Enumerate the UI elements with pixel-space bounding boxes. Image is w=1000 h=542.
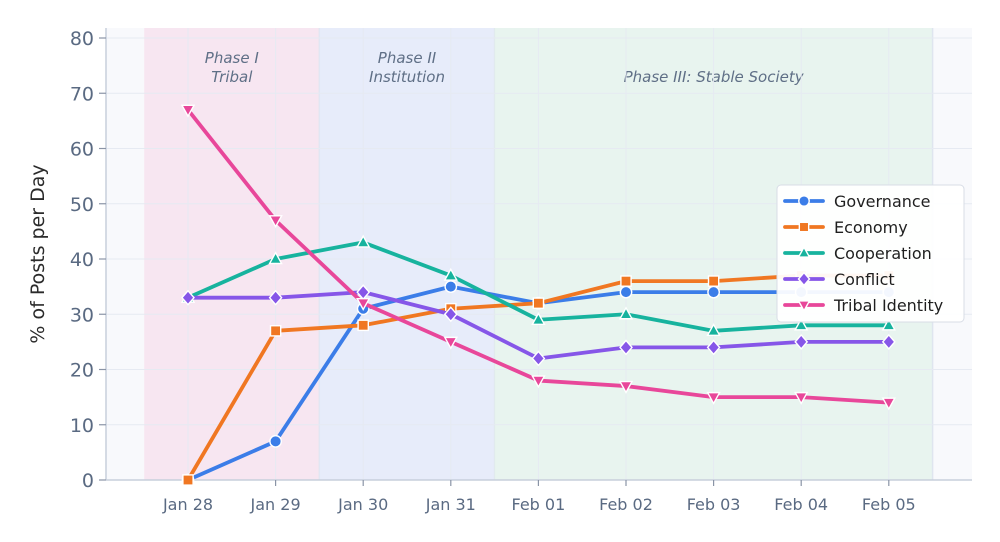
point-cooperation-7 — [794, 317, 809, 331]
legend-label-governance: Governance — [834, 192, 931, 211]
legend-label-conflict: Conflict — [834, 270, 895, 289]
legend-box — [776, 184, 965, 323]
point-economy-4 — [532, 297, 545, 310]
point-tribal-identity-5 — [618, 380, 634, 394]
phase-label-2-line1: Phase II — [378, 49, 437, 67]
point-economy-6 — [707, 275, 720, 287]
x-tick-label-3: Jan 31 — [425, 495, 476, 514]
point-conflict-6 — [706, 339, 721, 356]
y-tick-label-50: 50 — [70, 194, 94, 216]
x-tick-label-7: Feb 04 — [774, 495, 828, 514]
y-tick-label-30: 30 — [70, 304, 94, 326]
y-tick-label-60: 60 — [70, 139, 94, 161]
point-cooperation-5 — [618, 306, 634, 320]
y-tick-label-80: 80 — [70, 28, 94, 50]
point-tribal-identity-8 — [881, 397, 896, 411]
y-axis-title: % of Posts per Day — [27, 164, 49, 343]
point-cooperation-6 — [706, 323, 721, 337]
y-tick-label-10: 10 — [70, 415, 94, 437]
legend-label-cooperation: Cooperation — [834, 244, 932, 263]
point-economy-0 — [182, 474, 194, 486]
legend-label-economy: Economy — [834, 218, 908, 237]
series-lines — [180, 104, 896, 487]
x-tick-label-1: Jan 29 — [250, 495, 301, 514]
x-tick-label-5: Feb 02 — [599, 495, 653, 514]
phase-label-2-line2: Institution — [369, 68, 445, 86]
legend-label-tribal-identity: Tribal Identity — [833, 296, 943, 315]
legend-marker-governance — [798, 195, 810, 207]
point-conflict-4 — [531, 350, 546, 367]
point-tribal-identity-0 — [180, 104, 196, 118]
point-tribal-identity-3 — [443, 336, 458, 350]
point-conflict-1 — [268, 289, 283, 306]
point-cooperation-3 — [443, 267, 458, 281]
phase-band-2 — [319, 28, 495, 480]
point-conflict-8 — [881, 333, 896, 350]
y-tick-label-0: 0 — [82, 470, 94, 492]
y-tick-label-70: 70 — [70, 83, 94, 105]
legend-marker-cooperation — [797, 245, 811, 258]
y-tick-label-20: 20 — [70, 360, 94, 382]
x-tick-label-0: Jan 28 — [162, 495, 213, 514]
point-tribal-identity-7 — [794, 391, 809, 405]
point-conflict-0 — [181, 289, 195, 306]
point-cooperation-2 — [356, 234, 371, 248]
point-governance-5 — [619, 285, 633, 299]
x-tick-label-8: Feb 05 — [862, 495, 916, 514]
x-tick-label-6: Feb 03 — [687, 495, 741, 514]
x-tick-label-4: Feb 01 — [512, 495, 566, 514]
point-governance-3 — [444, 280, 458, 294]
legend-marker-conflict — [797, 271, 811, 287]
x-tick-label-2: Jan 30 — [337, 495, 388, 514]
point-tribal-identity-1 — [268, 215, 283, 229]
legend: Governance Economy Cooperation Conflict Trib… — [776, 184, 965, 323]
legend-marker-tribal-identity — [797, 300, 811, 313]
phase-label-1-line2: Tribal — [211, 68, 253, 86]
point-governance-1 — [269, 434, 282, 448]
point-economy-5 — [620, 275, 632, 287]
y-tick-label-40: 40 — [70, 249, 94, 271]
point-tribal-identity-6 — [706, 391, 721, 405]
point-governance-6 — [707, 285, 720, 299]
axes: 0 10 20 30 40 50 60 70 80 Jan 28 Jan 29 Jan 30 Jan 3… — [70, 28, 972, 514]
series-tribal-identity — [180, 104, 896, 411]
phase-label-3: Phase III: Stable Society — [624, 68, 805, 86]
series-conflict — [181, 284, 896, 367]
point-conflict-5 — [619, 339, 633, 356]
point-tribal-identity-2 — [356, 298, 371, 311]
point-economy-2 — [357, 319, 370, 332]
point-conflict-3 — [443, 306, 458, 323]
point-economy-1 — [269, 325, 282, 337]
point-cooperation-1 — [268, 251, 283, 265]
point-tribal-identity-4 — [531, 375, 546, 389]
legend-marker-economy — [798, 221, 810, 233]
phase-label-1-line1: Phase I — [205, 49, 260, 67]
point-cooperation-4 — [531, 312, 546, 325]
point-conflict-7 — [794, 333, 809, 350]
point-cooperation-8 — [881, 317, 896, 331]
